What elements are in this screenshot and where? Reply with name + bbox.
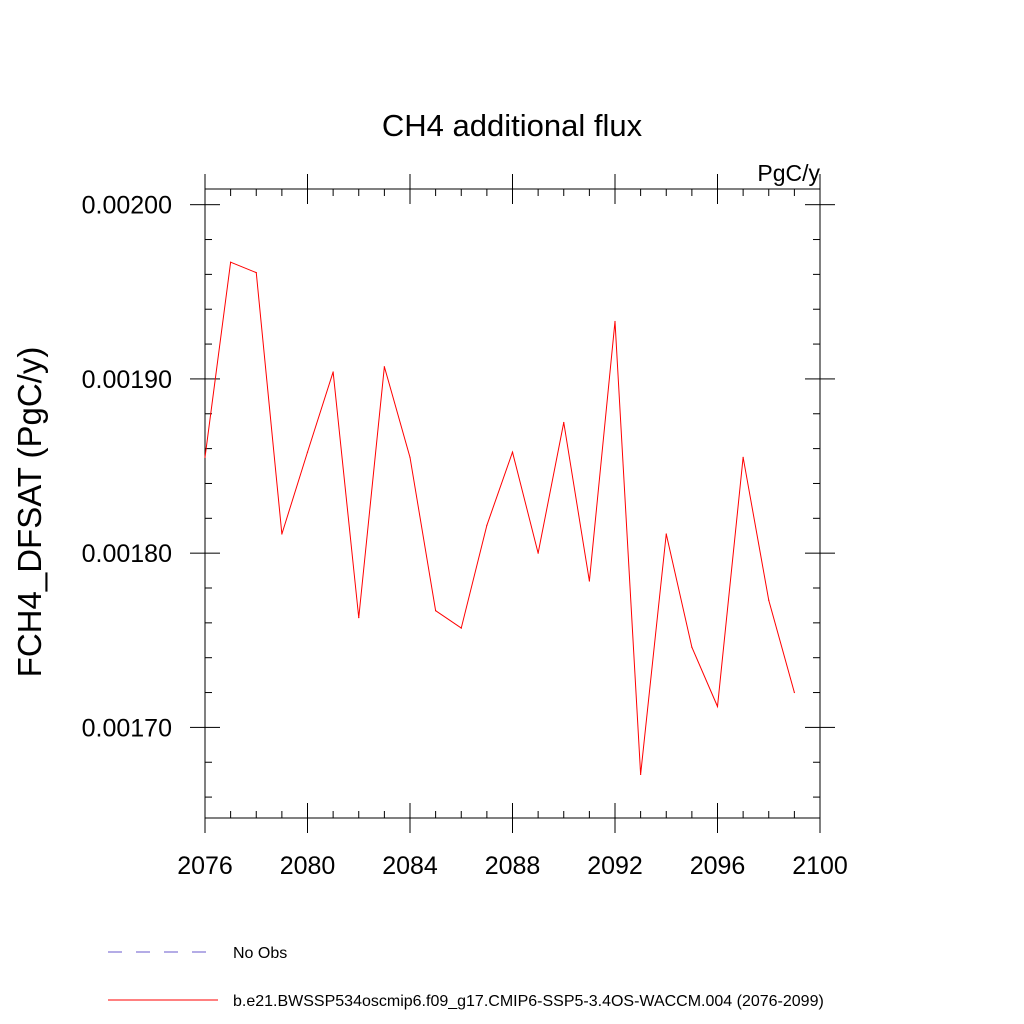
data-point	[435, 610, 437, 612]
legend: No Obs b.e21.BWSSP534oscmip6.f09_g17.CMI…	[108, 945, 824, 1010]
data-point	[640, 773, 642, 776]
y-tick-label: 0.00200	[82, 192, 172, 220]
x-tick-label: 2088	[485, 852, 541, 880]
y-tick-label: 0.00180	[82, 540, 172, 568]
y-tick-label: 0.00190	[82, 366, 172, 394]
data-point	[332, 371, 334, 373]
data-point	[742, 456, 744, 458]
data-point	[306, 451, 309, 453]
legend-label-no-obs: No Obs	[233, 945, 287, 962]
data-point	[614, 320, 616, 323]
data-point	[281, 533, 283, 535]
units-label: PgC/y	[757, 160, 820, 186]
y-axis-ticks: 0.00170 0.00180 0.00190 0.00200	[82, 192, 835, 798]
data-point	[486, 524, 488, 526]
series-line	[204, 261, 795, 775]
data-point	[204, 456, 206, 458]
data-point	[255, 272, 257, 274]
plot-frame	[204, 188, 821, 819]
data-point	[665, 533, 667, 535]
data-point	[358, 617, 360, 619]
series-layer	[204, 261, 795, 776]
data-point	[537, 552, 539, 554]
data-point	[511, 451, 514, 453]
y-axis-label: FCH4_DFSAT (PgC/y)	[11, 347, 48, 678]
legend-label-series: b.e21.BWSSP534oscmip6.f09_g17.CMIP6-SSP5…	[233, 993, 824, 1010]
data-point	[409, 456, 411, 458]
data-point	[768, 599, 770, 601]
x-tick-label: 2076	[177, 852, 233, 880]
data-point	[716, 705, 719, 708]
data-point	[793, 691, 795, 694]
x-tick-label: 2092	[587, 852, 643, 880]
x-tick-label: 2096	[690, 852, 746, 880]
data-point	[588, 580, 590, 582]
data-point	[383, 366, 385, 368]
chart-title: CH4 additional flux	[382, 108, 643, 143]
x-tick-label: 2100	[792, 852, 848, 880]
data-point	[563, 421, 565, 424]
data-point	[691, 646, 693, 648]
data-point	[460, 627, 462, 629]
x-tick-label: 2080	[280, 852, 336, 880]
x-tick-label: 2084	[382, 852, 438, 880]
y-tick-label: 0.00170	[82, 714, 172, 742]
x-axis-ticks: 2076 2080 2084 2088 2092 2096 2100	[177, 174, 848, 880]
data-point	[230, 261, 232, 263]
